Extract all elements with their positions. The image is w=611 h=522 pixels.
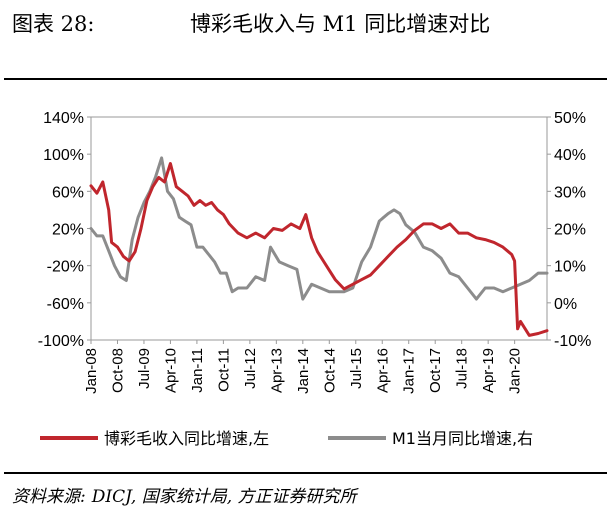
left-axis-label: 140% xyxy=(43,110,84,127)
legend-label-m1: M1当月同比增速,右 xyxy=(392,429,533,448)
figure-title: 图表 28: 博彩毛收入与 M1 同比增速对比 xyxy=(12,4,602,44)
gaming-revenue-line xyxy=(89,162,549,337)
x-axis-label: Jan-20 xyxy=(507,348,524,394)
right-axis-label: 50% xyxy=(554,110,586,127)
left-axis-label: 100% xyxy=(43,147,84,164)
x-axis-label: Apr-19 xyxy=(480,348,497,393)
right-axis-label: 40% xyxy=(554,147,586,164)
bottom-rule xyxy=(4,472,607,474)
x-axis-label: Jul-12 xyxy=(242,348,259,389)
figure-name: 博彩毛收入与 M1 同比增速对比 xyxy=(190,12,491,36)
right-axis-label: -10% xyxy=(554,333,591,350)
x-axis-label: Jan-14 xyxy=(295,348,312,394)
x-axis-label: Oct-14 xyxy=(321,348,338,393)
x-axis-label: Apr-16 xyxy=(374,348,391,393)
top-rule xyxy=(4,78,607,80)
x-axis-label: Jul-09 xyxy=(136,348,153,389)
x-axis-label: Jan-11 xyxy=(189,348,206,393)
right-axis-label: 30% xyxy=(554,184,586,201)
source-text: DICJ, 国家统计局, 方正证券研究所 xyxy=(91,487,357,507)
x-axis-label: Oct-17 xyxy=(427,348,444,393)
right-axis-label: 20% xyxy=(554,222,586,239)
left-axis-label: 60% xyxy=(52,184,84,201)
x-axis-label: Oct-11 xyxy=(215,348,232,392)
x-axis-label: Oct-08 xyxy=(109,348,126,393)
right-axis-label: 10% xyxy=(554,259,586,276)
left-axis-label: -20% xyxy=(47,259,84,276)
x-axis-label: Apr-13 xyxy=(268,348,285,393)
left-axis-label: -100% xyxy=(38,333,84,350)
plot-frame xyxy=(90,116,548,341)
figure-number: 图表 28: xyxy=(12,12,95,36)
x-axis-label: Jul-18 xyxy=(454,348,471,389)
left-axis-label: 20% xyxy=(52,222,84,239)
x-axis-label: Jan-17 xyxy=(401,348,418,394)
x-axis-label: Jan-08 xyxy=(83,348,100,394)
legend-label-gaming: 博彩毛收入同比增速,左 xyxy=(104,429,269,448)
source-note: 资料来源: DICJ, 国家统计局, 方正证券研究所 xyxy=(12,482,363,512)
right-axis-label: 0% xyxy=(554,296,577,313)
left-axis-label: -60% xyxy=(47,296,84,313)
source-label: 资料来源: xyxy=(12,487,86,507)
dual-axis-line-chart: 140% 100% 60% 20% -20% -60% -100% 50% 40% 30% 20% 1… xyxy=(38,110,592,448)
x-axis-label: Jul-15 xyxy=(348,348,365,389)
x-axis-label: Apr-10 xyxy=(162,348,179,393)
